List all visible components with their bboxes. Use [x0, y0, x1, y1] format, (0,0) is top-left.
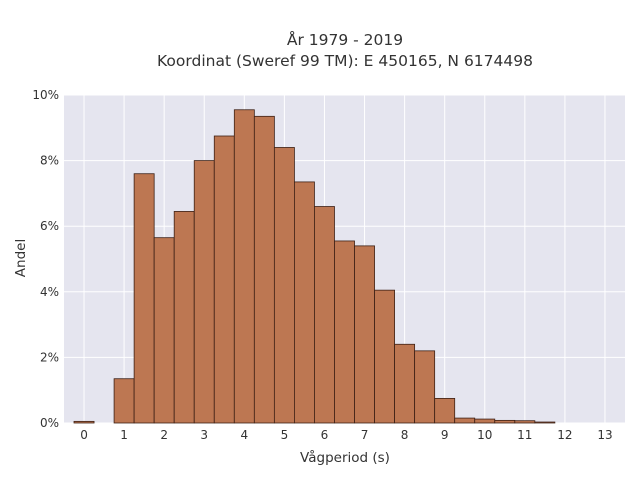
histogram-bar	[394, 343, 416, 424]
y-tick-label: 0%	[40, 416, 59, 430]
x-tick-label: 1	[120, 428, 128, 442]
chart-subtitle: Koordinat (Sweref 99 TM): E 450165, N 61…	[157, 52, 533, 70]
histogram-bar	[434, 397, 456, 424]
histogram-bar	[314, 206, 335, 424]
y-tick-label: 8%	[40, 154, 59, 168]
histogram-bar	[534, 421, 556, 424]
histogram-bar	[173, 211, 195, 424]
x-tick-label: 10	[477, 428, 492, 442]
histogram-bar	[294, 181, 315, 424]
x-axis-label: Vågperiod (s)	[300, 449, 390, 466]
histogram-bar	[334, 240, 355, 424]
x-tick-label: 8	[401, 428, 409, 442]
histogram-bar	[213, 135, 235, 424]
histogram-bar	[273, 147, 295, 424]
x-tick-label: 12	[557, 428, 572, 442]
x-tick-label: 6	[321, 428, 329, 442]
chart-title: År 1979 - 2019	[287, 30, 403, 49]
histogram-bar	[113, 378, 135, 424]
y-tick-label: 10%	[32, 88, 59, 102]
x-tick-label: 11	[517, 428, 532, 442]
x-tick-label: 9	[441, 428, 449, 442]
y-tick-label: 2%	[40, 350, 59, 364]
histogram-bar	[354, 245, 375, 424]
x-tick-label: 7	[361, 428, 369, 442]
y-tick-label: 6%	[40, 219, 59, 233]
x-tick-label: 13	[597, 428, 612, 442]
x-tick-label: 5	[281, 428, 289, 442]
histogram-bar	[414, 350, 436, 424]
histogram-bar	[514, 420, 536, 424]
x-tick-label: 4	[241, 428, 249, 442]
y-tick-label: 4%	[40, 285, 59, 299]
bars-group	[73, 109, 556, 424]
x-tick-label: 3	[200, 428, 208, 442]
x-tick-label: 0	[80, 428, 88, 442]
histogram-bar	[253, 115, 275, 424]
histogram-bar	[233, 109, 255, 424]
histogram-bar	[153, 237, 175, 424]
histogram-bar	[193, 160, 215, 424]
y-axis-ticks: 0% 2% 4% 6% 8% 10%	[32, 88, 59, 430]
histogram-bar	[454, 417, 476, 424]
histogram-bar	[133, 173, 155, 424]
y-axis-label: Andel	[13, 239, 29, 277]
histogram-bar	[73, 420, 95, 424]
x-tick-label: 2	[160, 428, 168, 442]
histogram-bar	[374, 289, 395, 424]
x-axis-ticks: 0 1 2 3 4 5 6 7 8 9 10 11 12 13	[80, 428, 612, 442]
histogram-bar	[494, 419, 516, 424]
histogram-bar	[474, 418, 496, 424]
